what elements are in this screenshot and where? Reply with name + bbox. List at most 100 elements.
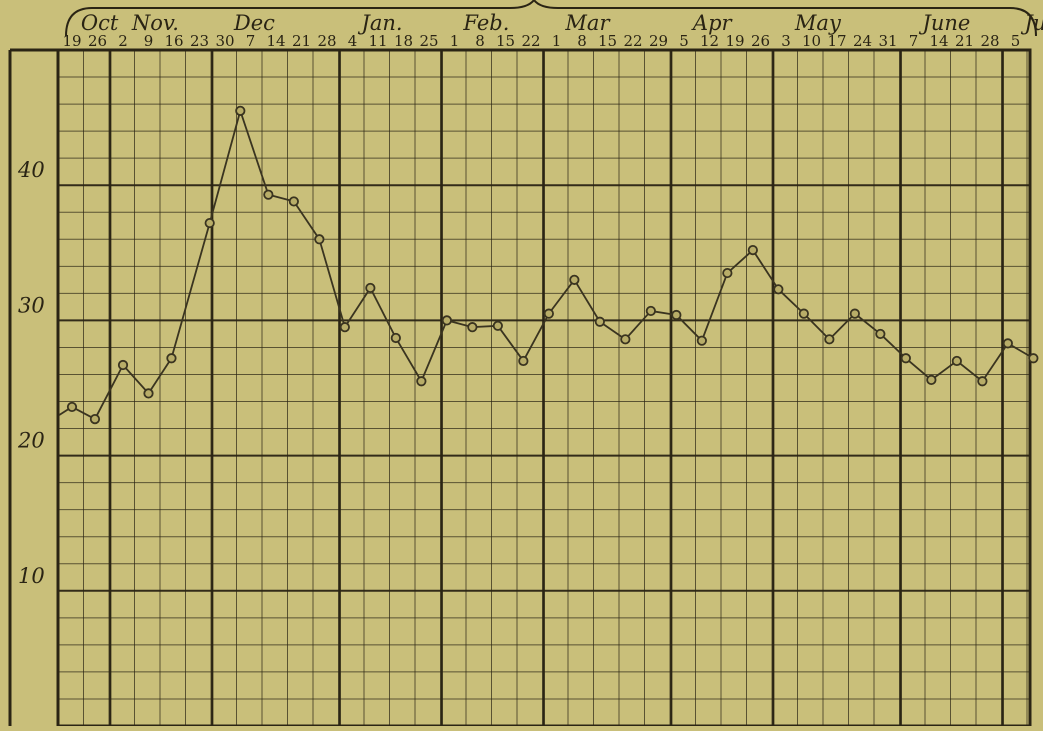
data-point bbox=[620, 334, 631, 345]
week-label: 7 bbox=[246, 32, 256, 50]
week-label: 26 bbox=[88, 32, 107, 50]
week-label: 8 bbox=[577, 32, 587, 50]
week-label: 8 bbox=[475, 32, 485, 50]
week-label: 31 bbox=[878, 32, 897, 50]
y-tick-label: 20 bbox=[17, 429, 45, 453]
data-point bbox=[722, 267, 733, 279]
data-point bbox=[569, 274, 580, 285]
week-label: 14 bbox=[266, 32, 285, 50]
week-label: 4 bbox=[348, 32, 358, 50]
week-label: 25 bbox=[419, 32, 438, 50]
data-point bbox=[263, 189, 274, 200]
data-point bbox=[314, 234, 325, 245]
header-bracket bbox=[65, 0, 1037, 37]
week-label: 28 bbox=[317, 32, 336, 50]
chart-frame bbox=[8, 48, 1032, 728]
data-point bbox=[875, 328, 886, 340]
data-point bbox=[594, 316, 605, 327]
data-point bbox=[467, 322, 478, 333]
week-label: 12 bbox=[700, 32, 719, 50]
data-point bbox=[365, 282, 376, 294]
data-point bbox=[951, 355, 962, 367]
data-point bbox=[441, 315, 452, 326]
data-point bbox=[824, 334, 835, 345]
week-label: 18 bbox=[394, 32, 413, 50]
y-tick-label: 40 bbox=[17, 158, 45, 182]
week-label: 19 bbox=[62, 32, 81, 50]
week-label: 22 bbox=[623, 32, 642, 50]
data-point bbox=[849, 308, 860, 319]
data-point bbox=[671, 309, 682, 321]
month-label: June bbox=[918, 11, 970, 35]
y-tick-label: 30 bbox=[18, 293, 45, 317]
data-point bbox=[390, 332, 401, 344]
data-point bbox=[117, 359, 129, 371]
week-label: 17 bbox=[827, 32, 846, 50]
week-label: 14 bbox=[929, 32, 948, 50]
data-point bbox=[773, 284, 784, 295]
week-label: 1 bbox=[450, 32, 460, 50]
data-point bbox=[288, 196, 299, 207]
week-label: 3 bbox=[781, 32, 791, 50]
month-label: May bbox=[794, 11, 842, 35]
month-label: Nov. bbox=[131, 11, 179, 35]
data-point bbox=[645, 305, 656, 317]
data-series bbox=[58, 105, 1039, 425]
data-point bbox=[235, 105, 246, 116]
data-point bbox=[143, 388, 154, 399]
week-label: 7 bbox=[909, 32, 919, 50]
week-label: 10 bbox=[802, 32, 821, 50]
week-label: 21 bbox=[292, 32, 311, 50]
month-label: Apr bbox=[691, 11, 734, 35]
month-label: Dec bbox=[233, 11, 275, 35]
week-label: 15 bbox=[496, 32, 515, 50]
week-label: 5 bbox=[679, 32, 689, 50]
data-point bbox=[518, 355, 529, 367]
month-label: Feb. bbox=[462, 11, 509, 35]
data-point bbox=[900, 353, 911, 364]
data-point bbox=[204, 217, 215, 229]
y-tick-label: 10 bbox=[18, 564, 45, 588]
data-point bbox=[339, 322, 350, 333]
week-label: 2 bbox=[118, 32, 128, 50]
month-label: Oct bbox=[81, 11, 119, 35]
week-label: 22 bbox=[521, 32, 540, 50]
chart-grid bbox=[57, 49, 1030, 727]
week-label: 26 bbox=[751, 32, 770, 50]
week-label: 30 bbox=[215, 32, 234, 50]
week-label: 9 bbox=[144, 32, 154, 50]
data-point bbox=[166, 353, 177, 364]
week-label: 19 bbox=[725, 32, 744, 50]
data-point bbox=[492, 320, 503, 331]
week-label: 29 bbox=[649, 32, 668, 50]
data-point bbox=[1028, 353, 1039, 364]
month-label: Mar bbox=[564, 11, 611, 35]
week-label: 11 bbox=[368, 32, 387, 50]
week-label: 28 bbox=[980, 32, 999, 50]
week-label: 1 bbox=[552, 32, 562, 50]
data-point bbox=[696, 335, 707, 346]
week-label: 21 bbox=[955, 32, 974, 50]
month-labels: Oct Nov. Dec Jan. Feb. Mar Apr May June July bbox=[81, 11, 1043, 35]
data-point bbox=[1002, 338, 1013, 349]
month-label: Jan. bbox=[357, 11, 402, 35]
week-label: 24 bbox=[853, 32, 872, 50]
week-label: 15 bbox=[598, 32, 617, 50]
week-labels: 19 26 2 9 16 23 30 7 14 21 28 4 11 18 25 1 8 15 22 1 8 15 22 29… bbox=[62, 32, 1020, 50]
y-axis-labels: 10 20 30 40 bbox=[17, 158, 45, 588]
data-point bbox=[66, 401, 78, 413]
month-label: July bbox=[1020, 11, 1043, 35]
series-line bbox=[58, 109, 1034, 420]
data-point bbox=[798, 308, 809, 319]
header-bracket-line bbox=[65, 0, 1037, 37]
week-label: 5 bbox=[1011, 32, 1021, 50]
data-point bbox=[747, 244, 758, 256]
data-point bbox=[977, 376, 988, 387]
data-point bbox=[543, 308, 554, 319]
data-point bbox=[416, 376, 427, 387]
week-label: 23 bbox=[190, 32, 209, 50]
data-point bbox=[89, 413, 101, 425]
data-point bbox=[926, 374, 937, 385]
